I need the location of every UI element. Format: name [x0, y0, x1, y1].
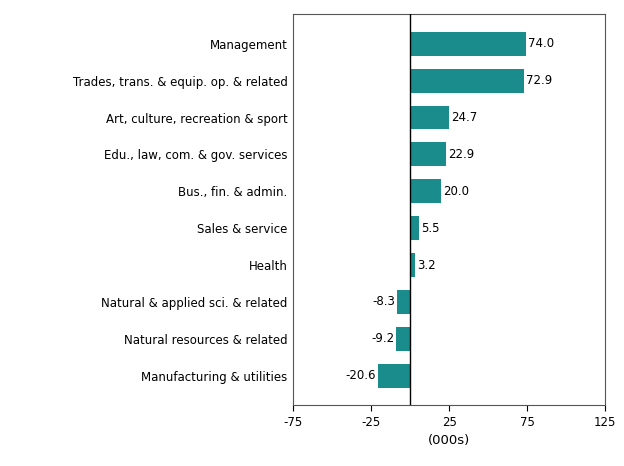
Text: -9.2: -9.2 [371, 332, 394, 345]
Bar [411, 105, 449, 130]
Text: 74.0: 74.0 [527, 37, 553, 50]
Bar [411, 32, 525, 56]
Bar [411, 253, 416, 277]
Text: -8.3: -8.3 [373, 295, 396, 308]
Text: 5.5: 5.5 [421, 222, 439, 235]
Text: 20.0: 20.0 [443, 185, 469, 198]
Bar [411, 216, 419, 240]
Text: 24.7: 24.7 [451, 111, 477, 124]
Bar [378, 363, 411, 388]
X-axis label: (000s): (000s) [428, 434, 470, 447]
Bar [411, 143, 446, 166]
Text: 22.9: 22.9 [448, 148, 474, 161]
Bar [396, 327, 411, 351]
Bar [411, 69, 524, 93]
Text: -20.6: -20.6 [346, 369, 376, 382]
Bar [411, 179, 441, 203]
Text: 3.2: 3.2 [417, 259, 436, 272]
Text: 72.9: 72.9 [526, 74, 552, 87]
Bar [397, 290, 411, 314]
